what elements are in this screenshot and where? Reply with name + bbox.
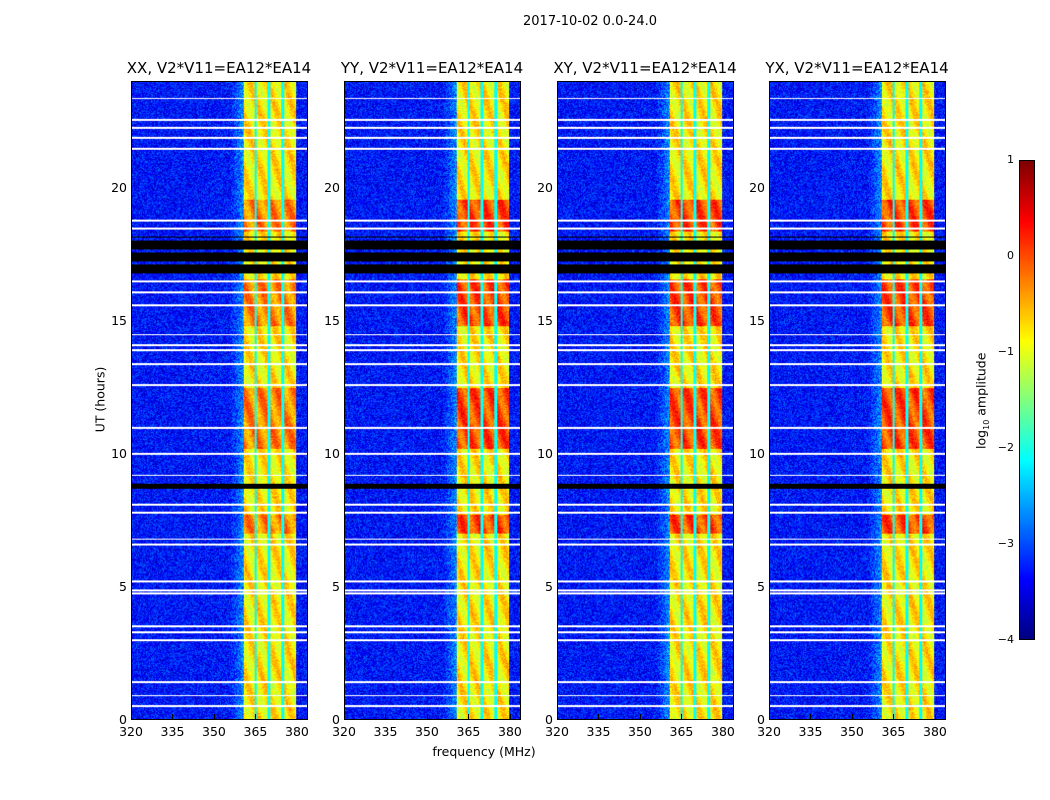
x-tick-label: 320	[545, 724, 569, 739]
x-tick-mark	[893, 714, 895, 720]
x-tick-mark	[598, 714, 600, 720]
x-tick-label: 380	[498, 724, 522, 739]
x-tick-label: 365	[669, 724, 694, 739]
x-tick-label: 335	[586, 724, 611, 739]
x-tick-label: 350	[202, 724, 226, 739]
x-tick-mark	[172, 714, 174, 720]
y-tick-label: 15	[537, 312, 553, 328]
y-tick-label: 0	[545, 712, 553, 727]
panel-title: XX, V2*V11=EA12*EA14	[126, 59, 312, 77]
heatmap-panel-0	[131, 81, 308, 720]
colorbar	[1019, 160, 1035, 640]
heatmap-cells	[558, 82, 733, 719]
x-tick-label: 365	[243, 724, 268, 739]
y-axis-label: UT (hours)	[92, 366, 108, 433]
y-tick-label: 20	[749, 179, 765, 195]
colorbar-label: log10 amplitude	[973, 352, 991, 449]
x-tick-label: 380	[285, 724, 309, 739]
x-tick-label: 350	[840, 724, 864, 739]
heatmap-cells	[345, 82, 520, 719]
panel-title: XY, V2*V11=EA12*EA14	[553, 59, 737, 77]
y-tick-label: 15	[324, 312, 340, 328]
heatmap-panel-1	[344, 81, 521, 720]
x-tick-mark	[557, 714, 558, 720]
x-tick-label: 380	[923, 724, 947, 739]
x-tick-mark	[681, 714, 683, 720]
x-tick-mark	[639, 714, 641, 720]
x-tick-mark	[255, 714, 257, 720]
y-tick-label: 10	[537, 445, 553, 461]
x-axis-label: frequency (MHz)	[432, 744, 536, 759]
x-tick-mark	[851, 714, 853, 720]
heatmap-panel-2	[557, 81, 734, 720]
x-tick-mark	[934, 714, 936, 720]
y-tick-label: 5	[545, 578, 553, 594]
x-tick-mark	[810, 714, 812, 720]
x-tick-mark	[344, 714, 345, 720]
heatmap-cells	[770, 82, 945, 719]
y-tick-label: 10	[111, 445, 127, 461]
x-tick-label: 350	[628, 724, 652, 739]
y-tick-label: 15	[111, 312, 127, 328]
heatmap-cells	[132, 82, 307, 719]
y-tick-label: 0	[757, 712, 765, 727]
y-tick-label: 20	[324, 179, 340, 195]
colorbar-tick-label: −4	[997, 633, 1014, 646]
colorbar-tick-label: −2	[997, 441, 1014, 454]
colorbar-tick-label: 1	[1007, 153, 1014, 166]
x-tick-label: 350	[415, 724, 439, 739]
heatmap-panel-3	[769, 81, 946, 720]
y-tick-label: 0	[332, 712, 340, 727]
x-tick-mark	[296, 714, 298, 720]
colorbar-tick-label: −3	[997, 537, 1014, 550]
x-tick-label: 335	[373, 724, 398, 739]
y-tick-label: 20	[537, 179, 553, 195]
x-tick-label: 335	[160, 724, 185, 739]
colorbar-gradient	[1020, 161, 1034, 639]
figure-title: 2017-10-02 0.0-24.0	[523, 14, 657, 29]
y-tick-label: 10	[749, 445, 765, 461]
y-tick-label: 15	[749, 312, 765, 328]
x-tick-label: 320	[757, 724, 781, 739]
x-tick-mark	[468, 714, 470, 720]
x-tick-mark	[213, 714, 215, 720]
x-tick-label: 365	[881, 724, 906, 739]
panel-title: YY, V2*V11=EA12*EA14	[340, 59, 524, 77]
x-tick-mark	[509, 714, 511, 720]
x-tick-mark	[769, 714, 770, 720]
x-tick-label: 335	[798, 724, 823, 739]
x-tick-label: 320	[332, 724, 356, 739]
y-tick-label: 10	[324, 445, 340, 461]
x-tick-mark	[385, 714, 387, 720]
y-tick-label: 5	[119, 578, 127, 594]
x-tick-label: 365	[456, 724, 481, 739]
y-tick-label: 5	[757, 578, 765, 594]
y-tick-label: 20	[111, 179, 127, 195]
y-tick-label: 5	[332, 578, 340, 594]
x-tick-mark	[131, 714, 132, 720]
x-tick-label: 380	[711, 724, 735, 739]
x-tick-mark	[426, 714, 428, 720]
x-tick-mark	[722, 714, 724, 720]
x-tick-label: 320	[119, 724, 143, 739]
panel-title: YX, V2*V11=EA12*EA14	[765, 59, 949, 77]
colorbar-tick-label: 0	[1007, 249, 1014, 262]
y-tick-label: 0	[119, 712, 127, 727]
colorbar-tick-label: −1	[997, 345, 1014, 358]
